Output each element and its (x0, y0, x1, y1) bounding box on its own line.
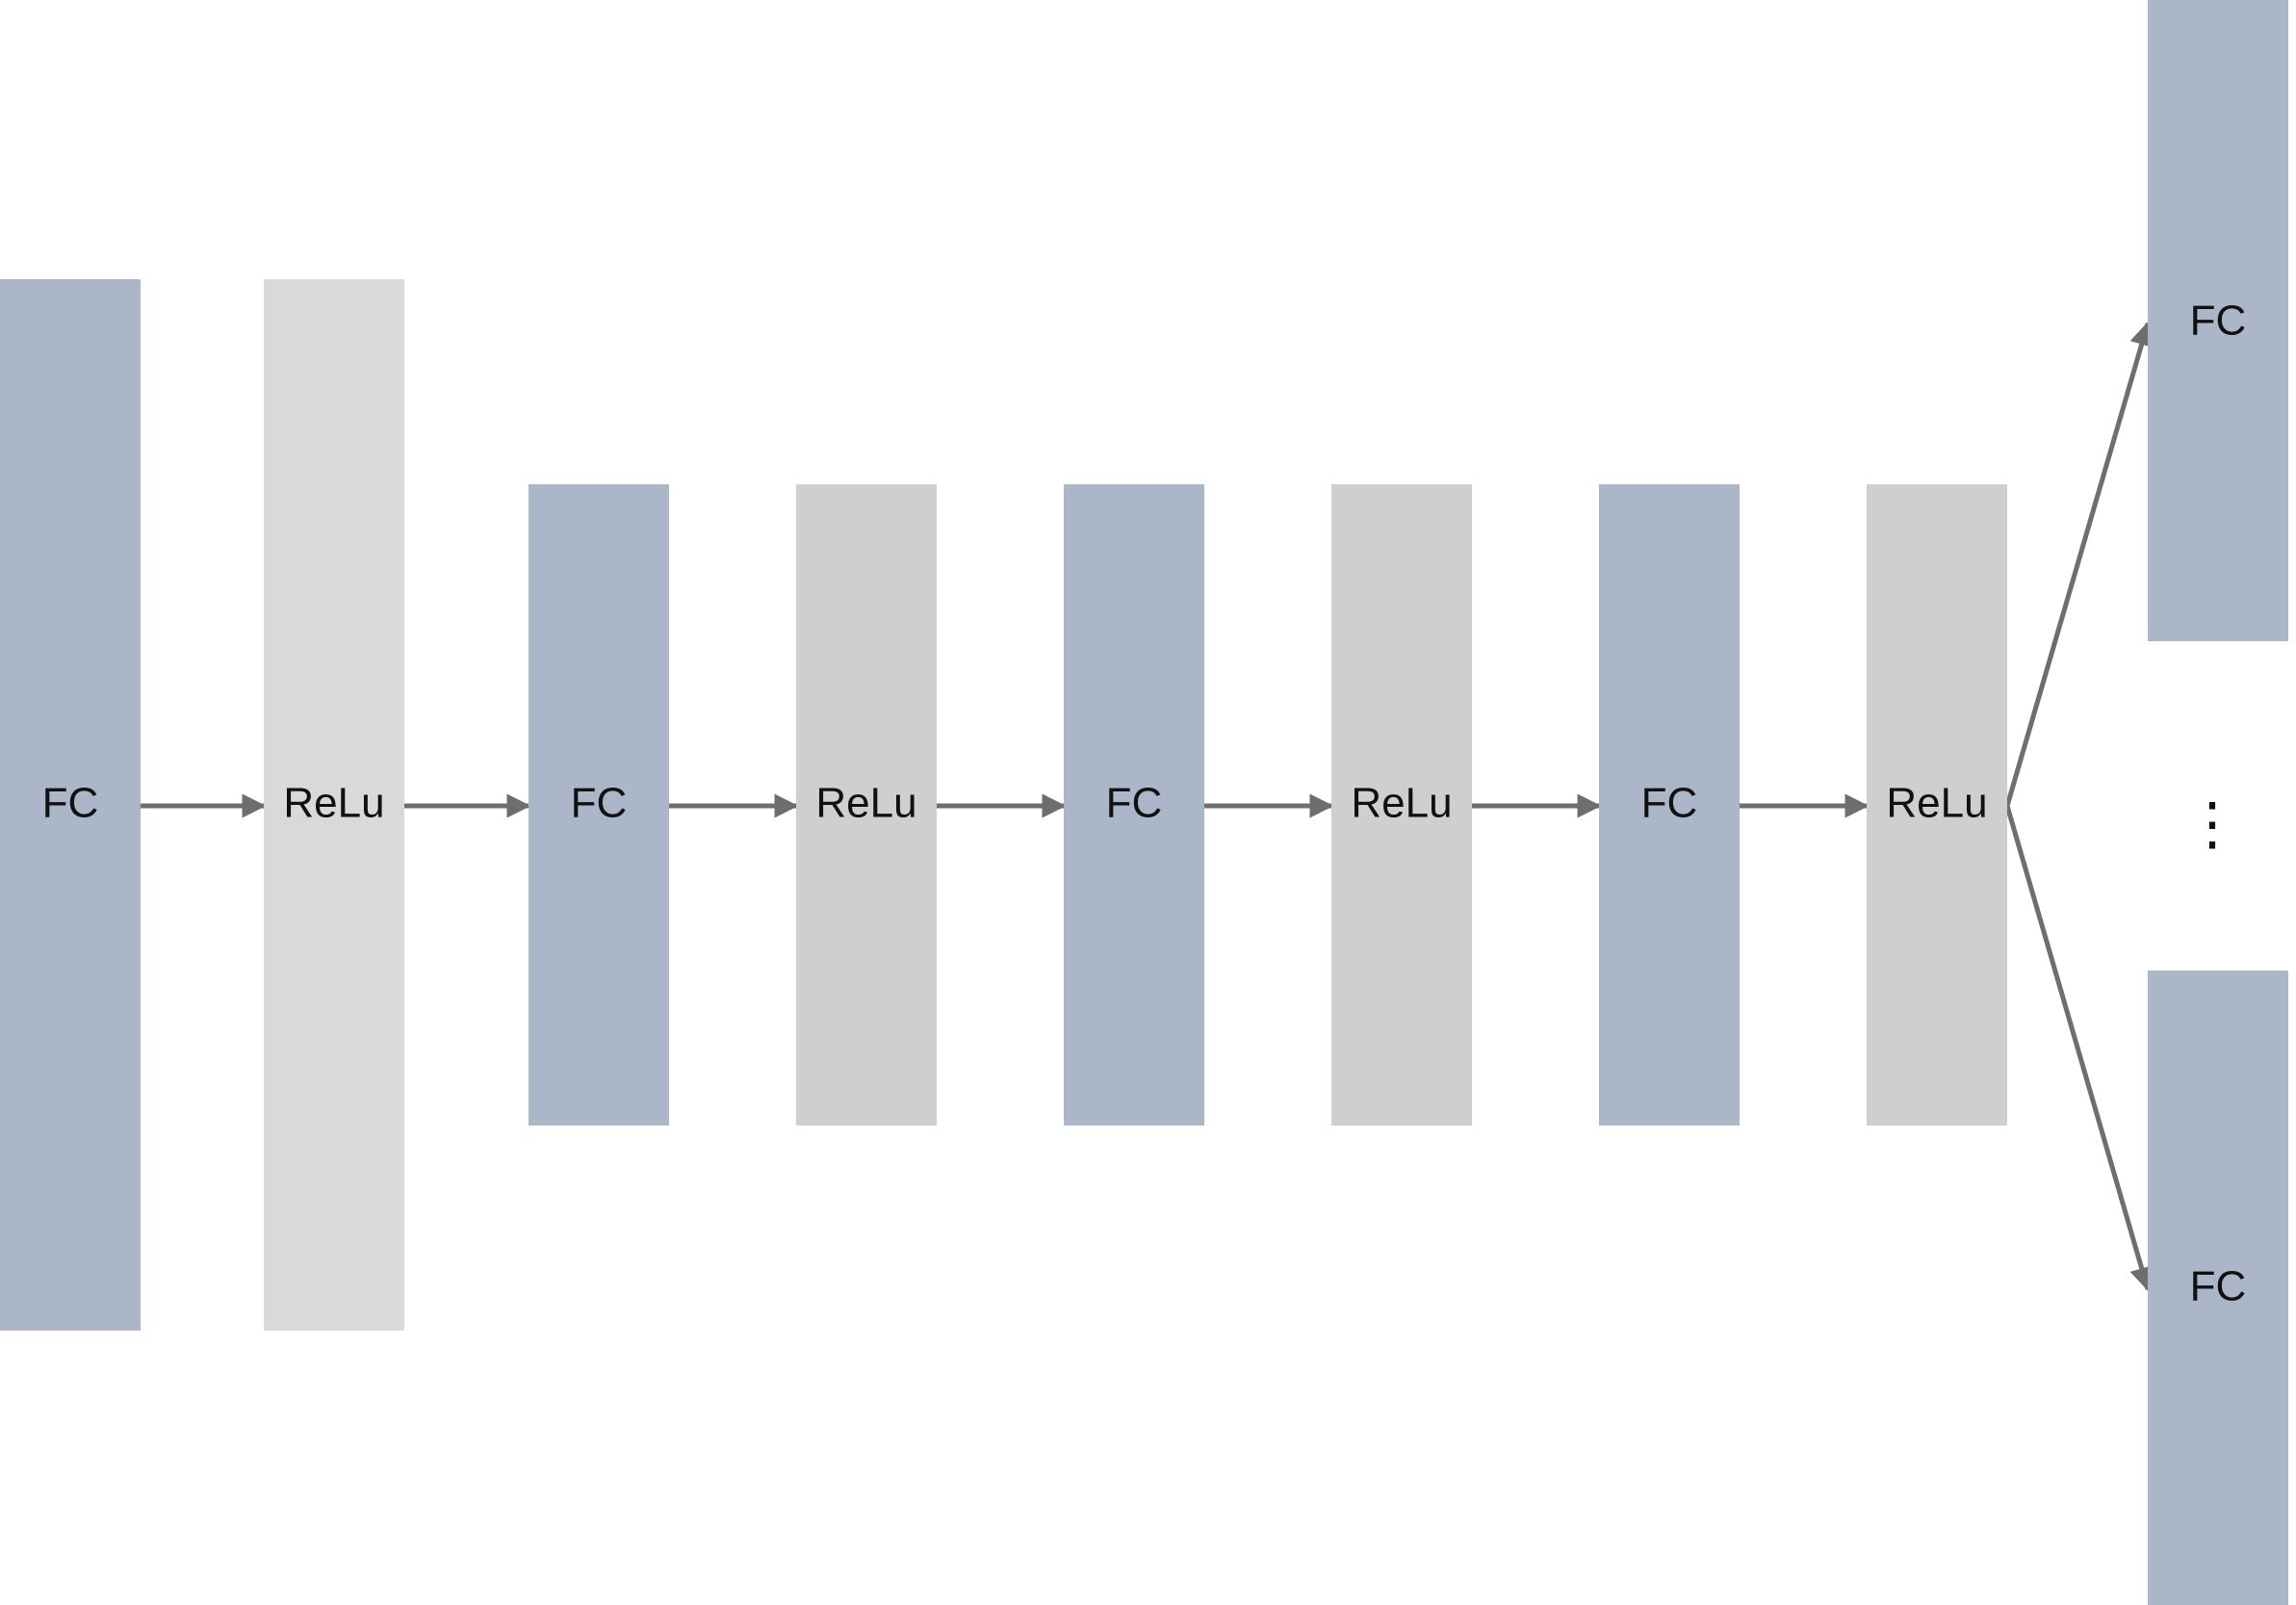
fc-layer-box (1599, 484, 1740, 1126)
block-fc-out-bottom: FC (2148, 971, 2288, 1605)
fc-layer-label: FC (2190, 298, 2247, 345)
relu-layer-label: ReLu (283, 780, 384, 827)
fc-layer-label: FC (1641, 780, 1698, 827)
ellipsis-marker: ⋮ (2183, 791, 2241, 856)
block-fc-2: FC (529, 484, 669, 1126)
relu-layer-box (796, 484, 937, 1126)
block-fc-4: FC (1599, 484, 1740, 1126)
fc-layer-box (2148, 0, 2288, 641)
arrow-relu-4-to-fc-out-top (2004, 321, 2154, 807)
relu-layer-box (1867, 484, 2007, 1126)
fc-layer-label: FC (42, 780, 99, 827)
fc-layer-box (0, 279, 141, 1331)
block-relu-3: ReLu (1331, 484, 1472, 1126)
fc-layer-box (529, 484, 669, 1126)
relu-layer-label: ReLu (1886, 780, 1987, 827)
fc-layer-box (2148, 971, 2288, 1605)
block-fc-1: FC (0, 279, 141, 1331)
relu-layer-label: ReLu (1351, 780, 1452, 827)
block-relu-4: ReLu (1867, 484, 2007, 1126)
fc-layer-box (1064, 484, 1204, 1126)
relu-layer-label: ReLu (815, 780, 916, 827)
block-relu-1: ReLu (264, 279, 404, 1331)
arrow-relu-4-to-fc-out-bottom (2004, 805, 2154, 1292)
relu-layer-box (1331, 484, 1472, 1126)
block-fc-3: FC (1064, 484, 1204, 1126)
block-fc-out-top: FC (2148, 0, 2288, 641)
fc-layer-label: FC (2190, 1263, 2247, 1310)
fc-layer-label: FC (571, 780, 628, 827)
fc-layer-label: FC (1106, 780, 1163, 827)
block-relu-2: ReLu (796, 484, 937, 1126)
relu-layer-box (264, 279, 404, 1331)
edges-layer (141, 321, 2154, 1292)
